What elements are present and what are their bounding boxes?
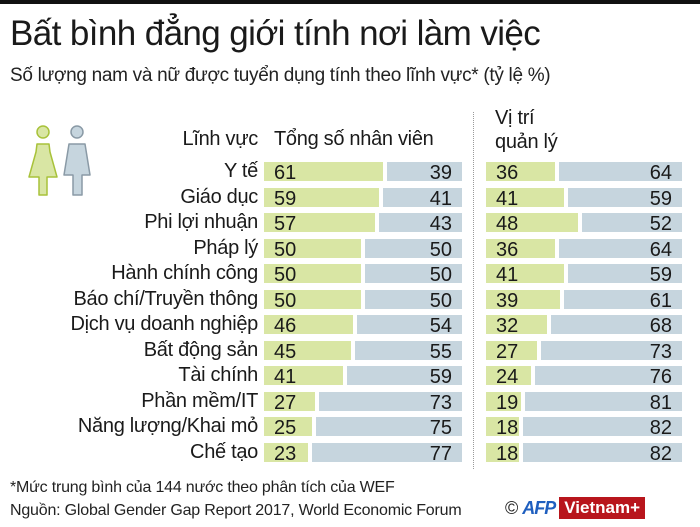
management-male-bar: 82 [523,417,682,439]
management-male-bar: 64 [559,238,682,261]
sector-label: Phần mềm/IT [141,389,258,412]
total-female-bar: 57 [264,213,375,235]
management-female-bar: 36 [486,238,555,261]
management-female-bar: 41 [486,264,564,286]
management-male-bar: 59 [568,264,682,286]
management-female-bar: 32 [486,315,547,337]
total-male-bar: 54 [357,315,462,337]
total-male-bar: 43 [379,213,462,235]
total-female-bar: 50 [264,264,361,286]
chart-title: Bất bình đẳng giới tính nơi làm việc [10,14,541,53]
header-sector: Lĩnh vực [182,128,259,150]
sector-label: Năng lượng/Khai mỏ [77,415,258,437]
sector-label: Phi lợi nhuận [144,211,258,233]
management-male-bar: 64 [559,162,682,184]
chart-subtitle: Số lượng nam và nữ được tuyển dụng tính … [10,65,551,86]
management-female-bar: 39 [486,289,560,312]
header-management: Vị trí quản lý [495,106,558,154]
total-female-bar: 59 [264,187,379,210]
total-female-bar: 46 [264,315,353,337]
total-male-bar: 55 [355,340,462,363]
panel-divider [473,112,474,469]
total-female-bar: 25 [264,417,312,439]
total-male-bar: 59 [347,366,462,388]
management-female-bar: 36 [486,162,555,184]
table-row: Y tế 61 39 36 64 [0,160,700,184]
management-male-bar: 76 [535,366,682,388]
management-female-bar: 48 [486,213,578,235]
table-row: Hành chính công 50 50 41 59 [0,262,700,286]
source-note: Nguồn: Global Gender Gap Report 2017, Wo… [10,502,462,519]
sector-label: Pháp lý [193,236,258,259]
management-male-bar: 68 [551,315,682,337]
sector-label: Dịch vụ doanh nghiệp [70,313,259,335]
table-row: Năng lượng/Khai mỏ 25 75 18 82 [0,415,700,439]
total-female-bar: 61 [264,162,383,184]
table-row: Dịch vụ doanh nghiệp 46 54 32 68 [0,313,700,337]
total-male-bar: 41 [383,187,462,210]
vietnamplus-logo: Vietnam+ [559,497,646,519]
management-male-bar: 59 [568,187,682,210]
management-female-bar: 18 [486,417,519,439]
header-management-line1: Vị trí [495,107,535,129]
total-male-bar: 77 [312,442,462,465]
table-row: Chế tạo 23 77 18 82 [0,440,700,465]
afp-logo: AFP [522,497,556,518]
total-female-bar: 50 [264,289,361,312]
sector-label: Tài chính [178,364,258,386]
total-female-bar: 50 [264,238,361,261]
management-female-bar: 18 [486,442,519,465]
header-total-employees: Tổng số nhân viên [274,128,434,150]
total-male-bar: 75 [316,417,462,439]
credit-logos: © AFP Vietnam+ [505,497,646,519]
footnote: *Mức trung bình của 144 nước theo phân t… [10,479,395,496]
sector-label: Báo chí/Truyền thông [73,287,259,310]
management-male-bar: 61 [564,289,682,312]
header-management-line2: quản lý [495,131,558,153]
management-male-bar: 73 [541,340,682,363]
total-male-bar: 73 [319,391,462,414]
sector-label: Bất động sản [143,338,259,361]
total-male-bar: 39 [387,162,462,184]
table-row: Giáo dục 59 41 41 59 [0,185,700,210]
total-female-bar: 45 [264,340,351,363]
table-row: Phi lợi nhuận 57 43 48 52 [0,211,700,235]
management-female-bar: 24 [486,366,531,388]
total-female-bar: 23 [264,442,308,465]
management-female-bar: 19 [486,391,521,414]
table-row: Pháp lý 50 50 36 64 [0,236,700,261]
top-bar [0,0,700,4]
table-row: Phần mềm/IT 27 73 19 81 [0,389,700,414]
total-male-bar: 50 [365,238,462,261]
sector-label: Chế tạo [190,440,258,463]
sector-label: Giáo dục [180,185,258,208]
management-male-bar: 81 [525,391,682,414]
female-figure-icon [28,125,58,196]
copyright-symbol: © [505,497,519,518]
total-female-bar: 41 [264,366,343,388]
table-row: Tài chính 41 59 24 76 [0,364,700,388]
legend-icons [24,122,104,202]
sector-label: Y tế [223,160,258,182]
management-female-bar: 41 [486,187,564,210]
sector-label: Hành chính công [111,262,258,284]
management-male-bar: 82 [523,442,682,465]
male-figure-icon [63,125,91,196]
total-male-bar: 50 [365,289,462,312]
total-male-bar: 50 [365,264,462,286]
table-row: Báo chí/Truyền thông 50 50 39 61 [0,287,700,312]
management-male-bar: 52 [582,213,682,235]
table-row: Bất động sản 45 55 27 73 [0,338,700,363]
management-female-bar: 27 [486,340,537,363]
total-female-bar: 27 [264,391,315,414]
